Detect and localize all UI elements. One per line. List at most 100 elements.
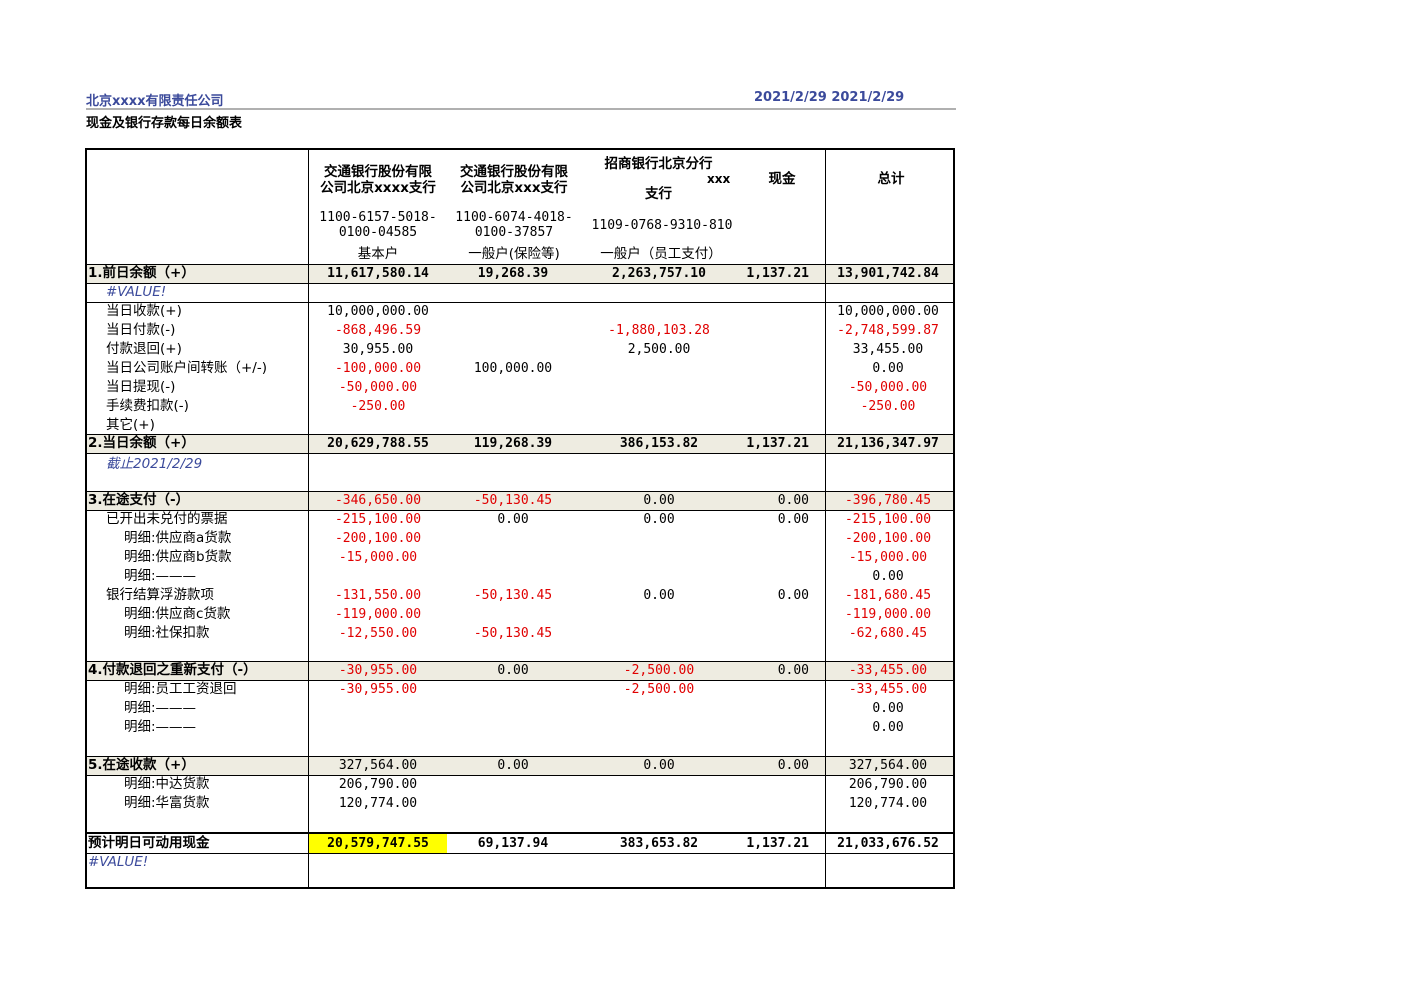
cell-forecast-cash: 1,137.21 [746,836,809,851]
cell-receipts-b1: 10,000,000.00 [327,304,429,319]
row-label-payments: 当日付款(-) [106,322,176,338]
row-note-value_err1: #VALUE! [106,284,167,300]
row-label-detail_dash3: 明细:——— [124,719,197,735]
cell-in_transit_pay-total: -396,780.45 [844,493,932,508]
cell-detail_zhongda-total: 206,790.00 [848,777,928,792]
col-divider-total [825,150,826,887]
row-label-withdraw: 当日提现(-) [106,379,176,395]
cell-today_balance-b1: 20,629,788.55 [327,436,429,451]
row-line [87,302,953,303]
row-line [87,510,953,511]
row-label-detail_dash2: 明细:——— [124,700,197,716]
company-name: 北京xxxx有限责任公司 [86,94,224,109]
cell-detail_b-total: -15,000.00 [848,550,928,565]
cell-receipts-total: 10,000,000.00 [837,304,939,319]
bank2-account-type: 一般户(保险等) [468,246,560,262]
cell-in_transit_pay-b1: -346,650.00 [334,493,422,508]
cell-repay-b3: -2,500.00 [623,663,695,678]
report-date: 2021/2/29 2021/2/29 [754,90,905,105]
cell-forecast-b3: 383,653.82 [619,836,699,851]
cell-unpaid_notes-b3: 0.00 [643,512,675,527]
cell-in_transit_recv-b2: 0.00 [497,758,529,773]
col-header-bank3-line2: 支行 [645,186,672,202]
cell-detail_social-b1: -12,550.00 [338,626,418,641]
row-line [87,756,953,757]
cell-forecast-b1: 20,579,747.55 [327,836,429,851]
row-line [87,434,953,435]
row-line [87,453,953,454]
row-label-repay: 4.付款退回之重新支付（-） [88,662,257,678]
row-line [87,491,953,492]
row-line [87,775,953,776]
cell-payments-total: -2,748,599.87 [837,323,939,338]
band-repay [87,661,953,680]
cell-detail_huafu-b1: 120,774.00 [338,796,418,811]
cell-unpaid_notes-total: -215,100.00 [844,512,932,527]
cell-float-b1: -131,550.00 [334,588,422,603]
cell-in_transit_pay-cash: 0.00 [777,493,809,508]
row-label-detail_a: 明细:供应商a货款 [124,530,232,546]
cell-forecast-b2: 69,137.94 [477,836,549,851]
cell-today_balance-total: 21,136,347.97 [837,436,939,451]
cell-repay-b2: 0.00 [497,663,529,678]
bank1-account-type: 基本户 [357,246,399,262]
cell-prev_balance-b1: 11,617,580.14 [327,266,429,281]
cell-repay-total: -33,455.00 [848,663,928,678]
cell-withdraw-total: -50,000.00 [848,380,928,395]
band-in-transit-pay [87,491,953,510]
cell-fees-total: -250.00 [860,399,916,414]
cell-float-total: -181,680.45 [844,588,932,603]
highlight-cell [309,834,447,853]
cell-refunds-b3: 2,500.00 [627,342,691,357]
cell-detail_wage-b1: -30,955.00 [338,682,418,697]
cell-detail_huafu-total: 120,774.00 [848,796,928,811]
report-title: 现金及银行存款每日余额表 [86,116,243,131]
cell-detail_social-total: -62,680.45 [848,626,928,641]
cell-in_transit_recv-b1: 327,564.00 [338,758,418,773]
cell-detail_a-total: -200,100.00 [844,531,932,546]
cell-refunds-b1: 30,955.00 [342,342,414,357]
cell-withdraw-b1: -50,000.00 [338,380,418,395]
band-in-transit-recv [87,756,953,775]
cell-payments-b3: -1,880,103.28 [608,323,710,338]
row-label-unpaid_notes: 已开出未兑付的票据 [106,511,228,527]
row-label-refunds: 付款退回(+) [106,341,182,357]
cell-prev_balance-b3: 2,263,757.10 [612,266,706,281]
row-note-as_of: 截止2021/2/29 [106,456,203,472]
cell-float-b3: 0.00 [643,588,675,603]
row-label-detail_c: 明细:供应商c货款 [124,606,231,622]
row-label-detail_social: 明细:社保扣款 [124,625,210,641]
balance-table: 交通银行股份有限 公司北京xxxx支行 交通银行股份有限 公司北京xxx支行 招商银… [85,148,955,889]
row-label-transfers: 当日公司账户间转账（+/-) [106,360,267,376]
bank2-account: 1100-6074-4018- 0100-37857 [455,210,573,240]
col-divider-label [308,150,309,887]
cell-float-cash: 0.00 [777,588,809,603]
row-label-float: 银行结算浮游款项 [106,587,214,603]
bank3-account: 1109-0768-9310-810 [591,218,733,233]
cell-detail_c-total: -119,000.00 [844,607,932,622]
row-label-detail_zhongda: 明细:中达货款 [124,776,210,792]
cell-detail_wage-b3: -2,500.00 [623,682,695,697]
band-prev-balance [87,264,953,283]
row-label-other: 其它(+) [106,417,155,433]
col-header-total: 总计 [877,171,905,187]
row-note-value_err2: #VALUE! [88,854,149,870]
cell-in_transit_recv-total: 327,564.00 [848,758,928,773]
col-header-bank3-xxx: xxx [707,172,731,186]
row-label-in_transit_recv: 5.在途收款（+） [88,757,195,773]
cell-detail_dash3-total: 0.00 [872,720,904,735]
cell-detail_social-b2: -50,130.45 [473,626,553,641]
cell-in_transit_pay-b3: 0.00 [643,493,675,508]
cell-today_balance-b3: 386,153.82 [619,436,699,451]
cell-payments-b1: -868,496.59 [334,323,422,338]
cell-detail_a-b1: -200,100.00 [334,531,422,546]
row-label-detail_wage: 明细:员工工资退回 [124,681,237,697]
row-label-today_balance: 2.当日余额（+） [88,435,195,451]
row-label-in_transit_pay: 3.在途支付（-） [88,492,190,508]
cell-detail_c-b1: -119,000.00 [334,607,422,622]
row-label-detail_huafu: 明细:华富货款 [124,795,210,811]
bank1-account: 1100-6157-5018- 0100-04585 [319,210,437,240]
cell-repay-b1: -30,955.00 [338,663,418,678]
cell-today_balance-b2: 119,268.39 [473,436,553,451]
col-header-bank2: 交通银行股份有限 公司北京xxx支行 [460,164,568,196]
